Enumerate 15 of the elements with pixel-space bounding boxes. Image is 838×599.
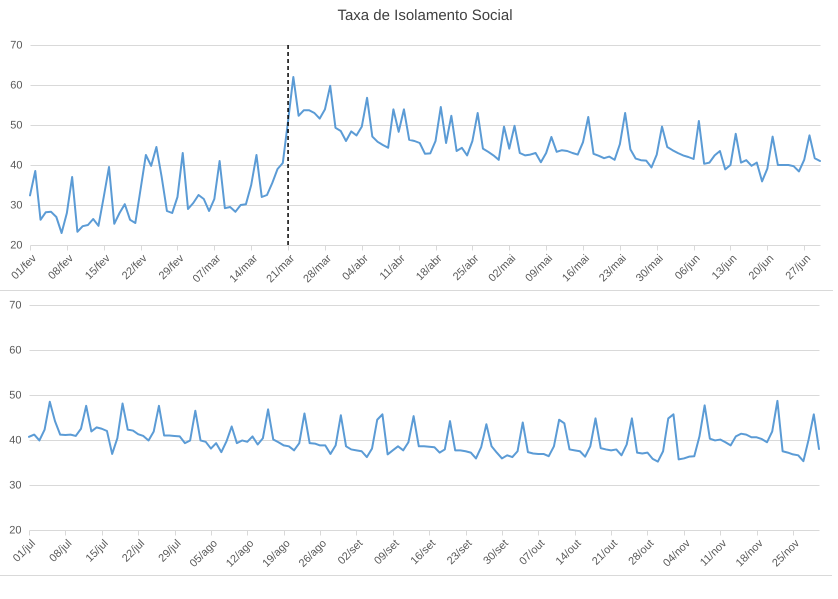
y-tick-label: 70	[9, 300, 22, 312]
y-tick-label: 70	[10, 40, 22, 52]
chart-title: Taxa de Isolamento Social	[337, 7, 513, 24]
y-tick-label: 50	[10, 120, 22, 132]
y-tick-label: 40	[10, 160, 22, 172]
line-series	[28, 400, 820, 463]
y-tick-label: 30	[9, 480, 22, 492]
y-tick-label: 20	[10, 240, 22, 252]
y-tick-label: 60	[10, 80, 22, 92]
y-tick-label: 60	[9, 344, 22, 356]
y-tick-label: 40	[9, 434, 22, 446]
y-tick-label: 20	[9, 524, 22, 536]
line-series	[29, 76, 821, 234]
y-tick-label: 50	[9, 390, 22, 402]
y-tick-label: 30	[10, 200, 22, 212]
